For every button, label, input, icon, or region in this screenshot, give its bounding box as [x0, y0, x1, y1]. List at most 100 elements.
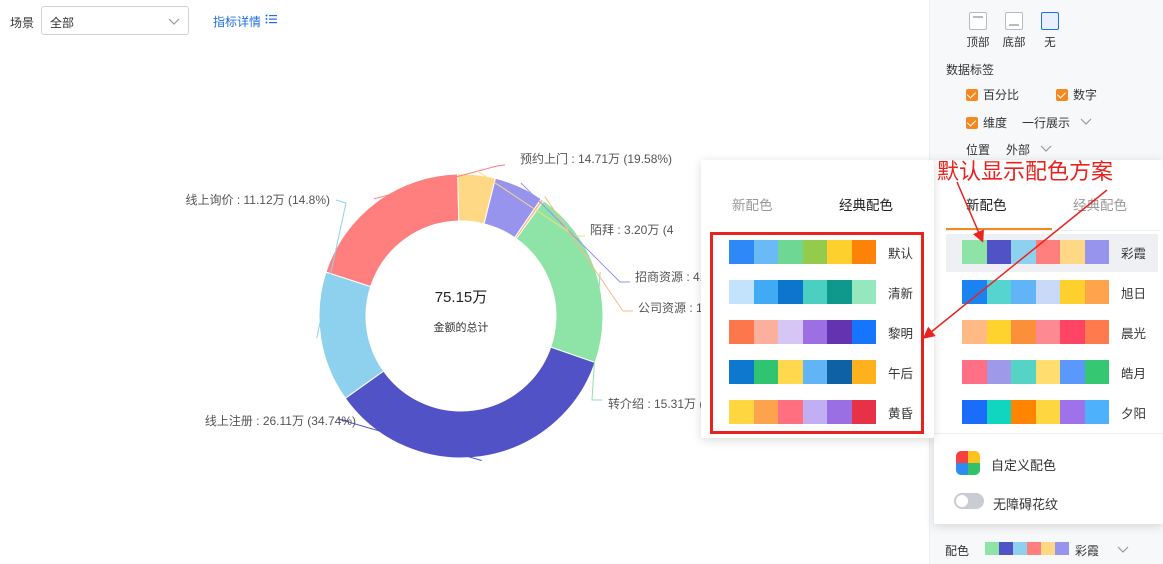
- palette-swatch: [962, 400, 1109, 424]
- slice-label-1: 陌拜 : 3.20万 (4: [590, 223, 674, 237]
- tab-new-palette[interactable]: 新配色: [732, 198, 773, 213]
- slice-label-6: 线上询价 : 11.12万 (14.8%): [186, 193, 331, 207]
- checkbox-percent-label: 百分比: [983, 88, 1020, 102]
- color-scheme-select[interactable]: 彩霞: [1075, 544, 1100, 558]
- slice-label-0: 预约上门 : 14.71万 (19.58%): [520, 151, 672, 166]
- palette-popup-new: 新配色 经典配色 彩霞旭日晨光皓月夕阳 自定义配色 无障碍花纹: [934, 160, 1163, 524]
- color-scheme-swatch[interactable]: [985, 542, 1069, 555]
- palette-option-new-1[interactable]: 旭日: [962, 280, 1146, 304]
- annotation-highlight-box: [710, 232, 924, 434]
- slice-label-4: 转介绍 : 15.31万 (: [608, 396, 703, 411]
- annotation-text: 默认显示配色方案: [937, 159, 1114, 184]
- legend-top-icon: [969, 12, 987, 30]
- slice-label-2: 招商资源 : 4.: [635, 269, 703, 284]
- checkbox-checked-icon: [1056, 88, 1068, 101]
- color-scheme-label: 配色: [945, 544, 970, 558]
- palette-swatch: [962, 360, 1109, 384]
- popup-divider: [934, 433, 1163, 434]
- palette-swatch: [729, 400, 876, 424]
- accessibility-pattern-label: 无障碍花纹: [993, 497, 1059, 512]
- palette-name: 旭日: [1121, 286, 1147, 301]
- tab-classic-palette[interactable]: 经典配色: [839, 198, 893, 213]
- palette-option-classic-4[interactable]: 黄昏: [729, 400, 913, 424]
- legend-position-top-label: 顶部: [966, 37, 990, 49]
- palette-name: 皓月: [1121, 366, 1147, 381]
- palette-swatch: [729, 240, 876, 264]
- leader-lines: [316, 164, 633, 462]
- scene-label: 场景: [10, 16, 35, 30]
- slice-label-5: 线上注册 : 26.11万 (34.74%): [205, 413, 356, 428]
- palette-option-new-4[interactable]: 夕阳: [962, 400, 1146, 424]
- slice-labels: 预约上门 : 14.71万 (19.58%) 陌拜 : 3.20万 (4 招商资源 …: [186, 151, 704, 428]
- leader-line-3: [544, 196, 633, 312]
- legend-position-bottom-label: 底部: [1002, 37, 1026, 49]
- palette-name: 晨光: [1121, 326, 1147, 341]
- data-label-title: 数据标签: [946, 63, 995, 77]
- palette-swatch: [729, 360, 876, 384]
- toggle-knob: [956, 495, 968, 507]
- custom-palette-icon: [956, 451, 980, 475]
- checkbox-number-label: 数字: [1073, 88, 1098, 102]
- display-mode-select[interactable]: 一行展示: [1022, 116, 1071, 130]
- slice-label-3: 公司资源 : 1: [638, 301, 703, 315]
- palette-name: 清新: [888, 286, 914, 301]
- palette-swatch: [962, 240, 1109, 264]
- checkbox-dimension-label: 维度: [983, 116, 1008, 130]
- checkbox-checked-icon: [966, 116, 978, 129]
- leader-line-4: [591, 271, 602, 401]
- palette-swatch: [729, 280, 876, 304]
- accessibility-pattern-toggle[interactable]: [954, 493, 984, 509]
- tab-divider: [946, 230, 1160, 231]
- donut-chart: 预约上门 : 14.71万 (19.58%) 陌拜 : 3.20万 (4 招商资源 …: [186, 151, 704, 462]
- palette-option-new-0[interactable]: 彩霞: [962, 240, 1146, 264]
- palette-option-classic-2[interactable]: 黎明: [729, 320, 913, 344]
- tab-classic-palette[interactable]: 经典配色: [1073, 198, 1127, 213]
- palette-swatch: [729, 320, 876, 344]
- chevron-down-icon[interactable]: [1117, 543, 1129, 555]
- leader-line-1: [476, 170, 585, 237]
- leader-line-0: [373, 164, 506, 200]
- chevron-down-icon[interactable]: [1040, 142, 1052, 154]
- palette-name: 黄昏: [888, 406, 914, 421]
- palette-option-classic-0[interactable]: 默认: [729, 240, 913, 264]
- list-icon[interactable]: [265, 13, 277, 25]
- leader-line-2: [520, 182, 630, 283]
- palette-name: 黎明: [888, 326, 914, 341]
- position-label: 位置: [966, 143, 991, 157]
- custom-palette-button[interactable]: 自定义配色: [991, 458, 1057, 473]
- palette-name: 彩霞: [1121, 246, 1147, 261]
- legend-position-none-label: 无: [1044, 37, 1056, 49]
- donut-slices: [318, 173, 604, 459]
- chevron-down-icon[interactable]: [1080, 115, 1092, 127]
- palette-option-classic-3[interactable]: 午后: [729, 360, 913, 384]
- scene-select[interactable]: 全部: [41, 6, 189, 35]
- palette-option-classic-1[interactable]: 清新: [729, 280, 913, 304]
- palette-name: 默认: [888, 246, 914, 261]
- palette-swatch: [962, 280, 1109, 304]
- legend-position-none[interactable]: 无: [1032, 12, 1068, 50]
- donut-slice-5[interactable]: [344, 346, 596, 459]
- palette-name: 午后: [888, 366, 914, 381]
- checkbox-checked-icon: [966, 88, 978, 101]
- checkbox-dimension[interactable]: 维度: [966, 114, 1007, 131]
- tab-new-palette[interactable]: 新配色: [966, 198, 1007, 213]
- palette-popup-classic: 新配色 经典配色 默认清新黎明午后黄昏: [701, 160, 934, 438]
- palette-name: 夕阳: [1121, 406, 1147, 421]
- legend-none-icon: [1041, 12, 1059, 30]
- palette-option-new-3[interactable]: 皓月: [962, 360, 1146, 384]
- checkbox-number[interactable]: 数字: [1056, 86, 1097, 103]
- position-select[interactable]: 外部: [1006, 143, 1031, 157]
- legend-position-bottom[interactable]: 底部: [996, 12, 1032, 50]
- donut-center-value: 75.15万: [434, 289, 488, 306]
- scene-select-value: 全部: [50, 16, 75, 30]
- chevron-down-icon: [168, 18, 180, 25]
- palette-option-new-2[interactable]: 晨光: [962, 320, 1146, 344]
- legend-bottom-icon: [1005, 12, 1023, 30]
- donut-slice-6[interactable]: [318, 271, 385, 399]
- leader-line-5: [337, 418, 482, 462]
- palette-swatch: [962, 320, 1109, 344]
- legend-position-top[interactable]: 顶部: [960, 12, 996, 50]
- indicator-details-link[interactable]: 指标详情: [213, 15, 262, 29]
- donut-slice-0[interactable]: [325, 173, 460, 288]
- checkbox-percent[interactable]: 百分比: [966, 86, 1019, 103]
